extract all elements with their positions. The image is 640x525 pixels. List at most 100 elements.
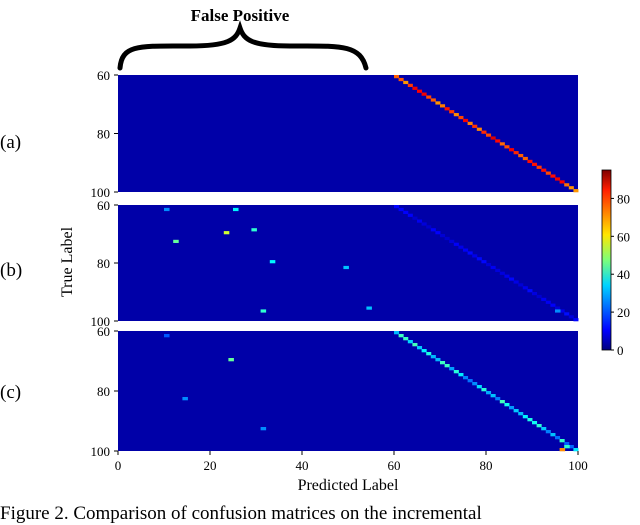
diagonal-cell	[513, 409, 519, 413]
diagonal-cell	[421, 222, 427, 226]
highlight-cell	[555, 309, 561, 313]
diagonal-cell	[440, 234, 446, 238]
diagonal-cell	[490, 136, 496, 140]
diagonal-cell	[499, 271, 505, 275]
diagonal-cell	[518, 412, 524, 416]
colorbar-tick-label: 40	[617, 267, 630, 282]
diagonal-cell	[412, 216, 418, 220]
diagonal-cell	[444, 107, 450, 111]
diagonal-cell	[559, 180, 565, 184]
diagonal-cell	[453, 242, 459, 246]
diagonal-cell	[486, 263, 492, 267]
diagonal-cell	[509, 277, 515, 281]
y-tick-label: 80	[97, 384, 110, 399]
diagonal-cell	[559, 309, 565, 313]
panel-label-c: (c)	[0, 382, 22, 403]
diagonal-cell	[513, 280, 519, 284]
y-tick-label: 80	[97, 127, 110, 142]
diagonal-cell	[495, 139, 501, 143]
diagonal-cell	[407, 83, 413, 87]
figure-caption: Figure 2. Comparison of confusion matric…	[0, 503, 482, 524]
diagonal-cell	[522, 415, 528, 419]
diagonal-cell	[458, 373, 464, 377]
diagonal-cell	[527, 159, 533, 164]
diagonal-cell	[568, 186, 574, 190]
diagonal-cell	[536, 165, 542, 169]
diagonal-cell	[573, 318, 579, 322]
y-tick-label: 60	[97, 68, 110, 83]
diagonal-cell	[513, 151, 519, 155]
diagonal-cell	[504, 403, 510, 407]
diagonal-cell	[522, 286, 528, 290]
diagonal-cell	[430, 98, 436, 102]
diagonal-cell	[472, 382, 478, 386]
diagonal-cell	[463, 248, 469, 252]
diagonal-cell	[532, 292, 538, 296]
highlight-cell	[260, 427, 267, 431]
diagonal-cell	[555, 436, 561, 440]
diagonal-cell	[444, 364, 450, 368]
diagonal-cell	[472, 254, 478, 258]
diagonal-cell	[555, 177, 561, 181]
highlight-cell	[251, 228, 257, 232]
diagonal-cell	[426, 352, 432, 356]
diagonal-cell	[518, 283, 524, 287]
diagonal-cell	[541, 427, 547, 431]
highlight-cell	[343, 265, 349, 270]
diagonal-cell	[435, 101, 441, 105]
x-tick-label: 20	[204, 458, 217, 473]
x-tick-label: 60	[388, 458, 401, 473]
diagonal-cell	[518, 153, 524, 158]
diagonal-cell	[394, 205, 400, 209]
y-tick-label: 80	[97, 256, 110, 271]
diagonal-cell	[403, 337, 409, 341]
highlight-cell	[260, 309, 267, 313]
diagonal-cell	[499, 400, 505, 404]
diagonal-cell	[550, 433, 556, 437]
diagonal-cell	[541, 297, 547, 301]
diagonal-cell	[522, 156, 528, 161]
highlight-cell	[366, 306, 372, 310]
diagonal-cell	[550, 303, 556, 307]
diagonal-cell	[541, 168, 547, 172]
colorbar-gradient	[601, 169, 612, 351]
diagonal-cell	[449, 239, 455, 243]
diagonal-cell	[467, 251, 473, 255]
diagonal-cell	[545, 300, 551, 304]
diagonal-cell	[398, 207, 404, 212]
diagonal-cell	[527, 289, 533, 293]
diagonal-cell	[435, 358, 441, 362]
diagonal-cell	[407, 340, 413, 344]
y-axis-label: True Label	[59, 226, 76, 297]
diagonal-cell	[532, 162, 538, 166]
diagonal-cell	[467, 379, 473, 383]
diagonal-cell	[476, 385, 482, 389]
diagonal-cell	[453, 370, 459, 374]
diagonal-cell	[481, 260, 487, 264]
heatmap-panel-b: 60 80 100	[91, 198, 579, 329]
diagonal-cell	[398, 334, 404, 338]
diagonal-cell	[426, 95, 432, 99]
diagonal-cell	[509, 148, 515, 152]
diagonal-cell	[555, 306, 561, 310]
highlight-cell	[173, 239, 179, 243]
diagonal-cell	[499, 142, 505, 146]
diagonal-cell	[403, 80, 409, 85]
diagonal-cell	[550, 174, 556, 178]
y-tick-label: 100	[91, 444, 111, 459]
highlight-cell	[223, 231, 230, 235]
colorbar-tick-label: 20	[617, 305, 630, 320]
diagonal-cell	[509, 406, 515, 410]
diagonal-cell	[568, 445, 574, 449]
diagonal-cell	[435, 231, 441, 235]
diagonal-cell	[490, 394, 496, 398]
diagonal-cell	[444, 236, 450, 241]
y-tick-label: 100	[91, 185, 111, 200]
x-axis-label: Predicted Label	[298, 477, 399, 494]
diagonal-cell	[412, 86, 418, 90]
diagonal-cell	[573, 448, 579, 452]
diagonal-cell	[458, 115, 464, 120]
diagonal-cell	[453, 113, 459, 117]
diagonal-cell	[495, 397, 501, 401]
